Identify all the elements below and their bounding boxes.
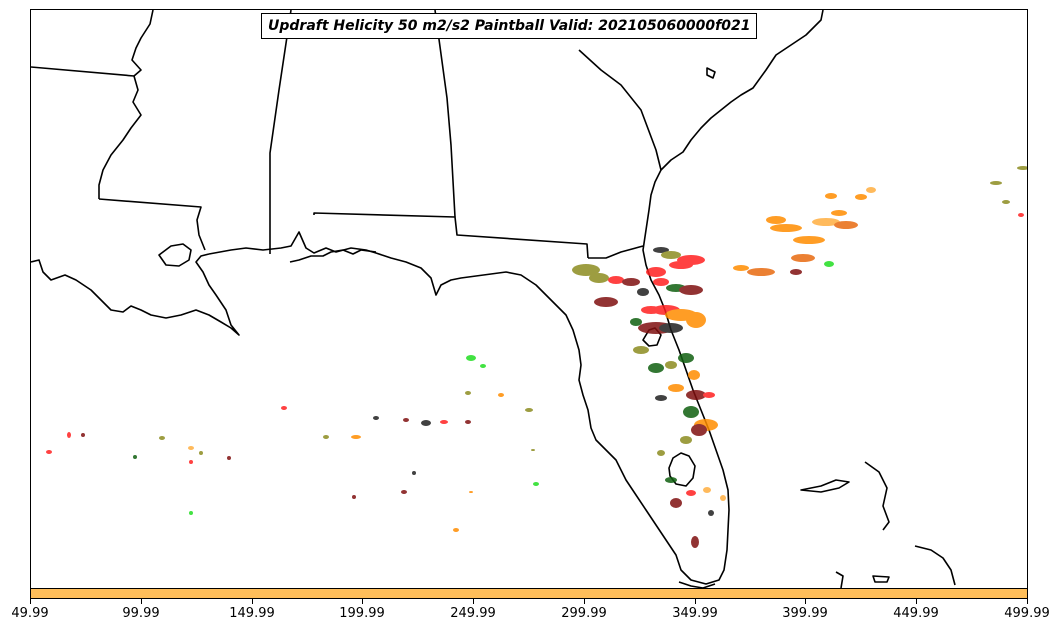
colorbar-tick-mark bbox=[362, 599, 363, 604]
coastline-louisiana bbox=[31, 253, 240, 336]
colorbar-tick-label: 249.99 bbox=[450, 606, 496, 621]
colorbar-tick-mark bbox=[695, 599, 696, 604]
colorbar-tick-mark bbox=[30, 599, 31, 604]
coastline-ms-al bbox=[208, 10, 824, 585]
colorbar-tick-label: 449.99 bbox=[893, 606, 939, 621]
paintball-layer bbox=[46, 166, 1027, 548]
bahamas-abaco bbox=[864, 461, 890, 531]
map-title: Updraft Helicity 50 m2/s2 Paintball Vali… bbox=[261, 13, 758, 39]
bahamas-grand-bahama bbox=[800, 479, 850, 493]
colorbar-tick-label: 49.99 bbox=[11, 606, 49, 621]
colorbar-tick-mark bbox=[916, 599, 917, 604]
state-boundary-ga-fl bbox=[588, 245, 644, 259]
state-boundary-mississippi-east bbox=[98, 75, 142, 199]
colorbar-tick-label: 349.99 bbox=[672, 606, 718, 621]
colorbar-tick-label: 149.99 bbox=[229, 606, 275, 621]
bahamas-small-1 bbox=[872, 575, 890, 583]
colorbar-tick-label: 499.99 bbox=[1004, 606, 1050, 621]
colorbar-tick-label: 299.99 bbox=[561, 606, 607, 621]
colorbar-tick-mark bbox=[805, 599, 806, 604]
state-boundary-al-ga bbox=[434, 10, 456, 218]
state-boundary-al-fl bbox=[313, 212, 589, 259]
state-boundary-ms-al bbox=[269, 10, 292, 254]
bahamas-small-2 bbox=[835, 571, 844, 589]
colorbar-tick-mark bbox=[252, 599, 253, 604]
coastline-panhandle-detail bbox=[289, 249, 377, 263]
colorbar-tick-label: 99.99 bbox=[122, 606, 160, 621]
state-boundary-tn-ms bbox=[31, 66, 135, 77]
colorbar-tick-label: 199.99 bbox=[339, 606, 385, 621]
colorbar-tick-mark bbox=[584, 599, 585, 604]
bahamas-andros bbox=[914, 545, 956, 586]
colorbar-tick-mark bbox=[473, 599, 474, 604]
state-boundary-ms-la-south bbox=[98, 198, 206, 251]
lake-pontchartrain bbox=[158, 243, 192, 267]
colorbar-tick-mark bbox=[141, 599, 142, 604]
colorbar bbox=[30, 588, 1028, 599]
florida-keys bbox=[678, 581, 716, 589]
map-canvas bbox=[31, 10, 1027, 589]
colorbar-tick-label: 399.99 bbox=[782, 606, 828, 621]
map-panel bbox=[30, 9, 1028, 599]
colorbar-tick-mark bbox=[1027, 599, 1028, 604]
state-boundary-ga-sc bbox=[578, 49, 662, 171]
state-boundary-mississippi-river bbox=[131, 10, 154, 77]
coastline-sc-islands bbox=[706, 67, 716, 79]
